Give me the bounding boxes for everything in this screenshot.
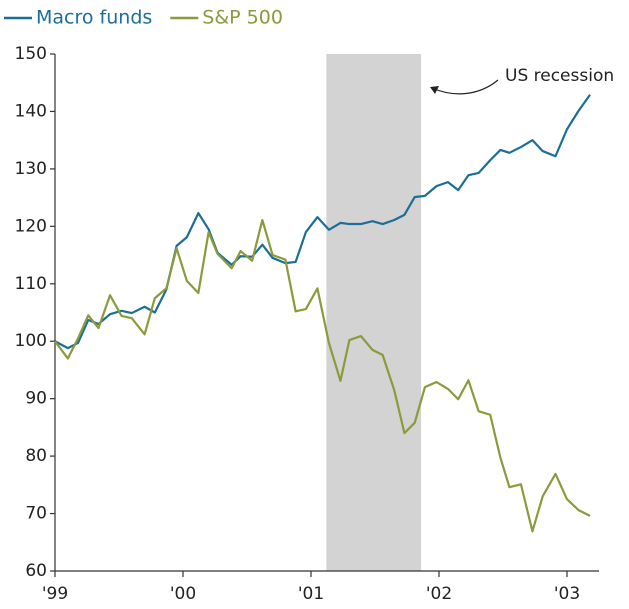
recession-band [326, 54, 422, 571]
annotation-arrowhead [430, 86, 439, 94]
y-tick-label: 110 [15, 274, 47, 294]
y-tick-label: 150 [15, 44, 47, 64]
legend-label: Macro funds [36, 7, 152, 29]
x-tick-label: '03 [554, 584, 580, 604]
y-tick-label: 140 [15, 101, 47, 121]
annotation-arrow [431, 79, 499, 95]
y-tick-label: 70 [25, 504, 47, 524]
y-tick-label: 100 [15, 331, 47, 351]
y-tick-label: 60 [25, 561, 47, 581]
x-tick-label: '99 [42, 584, 68, 604]
y-tick-label: 130 [15, 159, 47, 179]
y-tick-label: 120 [15, 216, 47, 236]
x-tick-label: '00 [170, 584, 196, 604]
x-tick-label: '02 [426, 584, 452, 604]
y-tick-label: 80 [25, 446, 47, 466]
series-line [54, 94, 591, 350]
legend-label: S&P 500 [202, 7, 283, 29]
series-line [54, 218, 591, 533]
y-tick-label: 90 [25, 389, 47, 409]
annotation: US recession [505, 66, 614, 86]
x-tick-label: '01 [298, 584, 324, 604]
